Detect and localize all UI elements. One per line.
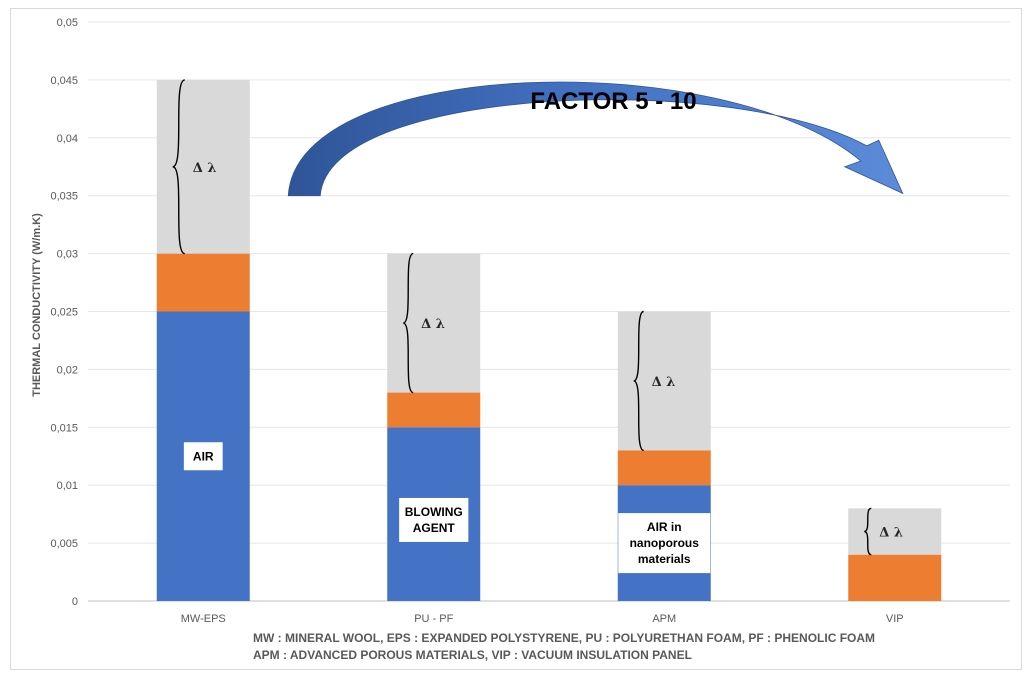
delta-lambda-label: Δ λ — [421, 317, 445, 332]
bar-label-text: AIR — [193, 449, 214, 463]
y-axis-ticks: 0 0,005 0,01 0,015 0,02 0,025 0,03 0,035 0,04 0,0… — [50, 17, 78, 608]
curly-brace — [172, 79, 186, 255]
y-tick-label: 0 — [72, 596, 78, 608]
bar-segment — [387, 392, 481, 428]
bar-label-text: materials — [638, 552, 691, 566]
y-tick-label: 0,04 — [57, 133, 78, 145]
curly-brace — [402, 252, 414, 394]
annotations: Δ λ Δ λ Δ λ Δ λ AIR BLOWING AGENT AIR in nanopor… — [172, 79, 904, 574]
bar-label-text: AIR in — [647, 520, 682, 534]
y-tick-label: 0,005 — [50, 538, 78, 550]
chart-frame — [10, 8, 1022, 670]
y-axis-label: THERMAL CONDUCTIVITY (W/m.K) — [31, 213, 43, 397]
delta-lambda-label: Δ λ — [193, 161, 217, 176]
x-axis-categories: MW-EPS PU - PF APM VIP — [181, 613, 904, 625]
delta-lambda-label: Δ λ — [879, 526, 903, 541]
bar-label-text: nanoporous — [630, 536, 700, 550]
bar-label-text: AGENT — [413, 521, 456, 535]
footnote-line-2: APM : ADVANCED POROUS MATERIALS, VIP : V… — [253, 648, 692, 662]
y-tick-label: 0,01 — [57, 480, 78, 492]
y-tick-label: 0,05 — [57, 17, 78, 29]
factor-arrow — [287, 81, 904, 197]
delta-lambda-label: Δ λ — [652, 375, 676, 390]
bar-label-box — [183, 442, 223, 471]
curly-brace — [863, 507, 872, 556]
bar-label-text: BLOWING — [405, 505, 463, 519]
x-category-label: VIP — [886, 613, 904, 625]
curly-brace — [633, 310, 645, 452]
bar-segment — [156, 253, 250, 312]
bar-segment — [617, 311, 711, 451]
bar-segment — [617, 450, 711, 486]
bars — [156, 79, 942, 601]
y-tick-label: 0,025 — [50, 307, 78, 319]
x-category-label: MW-EPS — [181, 613, 226, 625]
bar-segment — [848, 554, 942, 601]
bar-segment — [156, 79, 250, 254]
bar-label-box — [399, 497, 469, 542]
bar-segment — [848, 508, 942, 555]
footnote-line-1: MW : MINERAL WOOL, EPS : EXPANDED POLYST… — [253, 631, 875, 645]
y-tick-label: 0,035 — [50, 191, 78, 203]
x-category-label: PU - PF — [414, 613, 453, 625]
bar-label-box — [618, 513, 711, 574]
x-category-label: APM — [652, 613, 676, 625]
bar-segment — [387, 253, 481, 393]
y-tick-label: 0,02 — [57, 364, 78, 376]
y-tick-label: 0,03 — [57, 249, 78, 261]
factor-annotation: FACTOR 5 - 10 — [530, 88, 696, 115]
y-tick-label: 0,045 — [50, 75, 78, 87]
y-tick-label: 0,015 — [50, 422, 78, 434]
